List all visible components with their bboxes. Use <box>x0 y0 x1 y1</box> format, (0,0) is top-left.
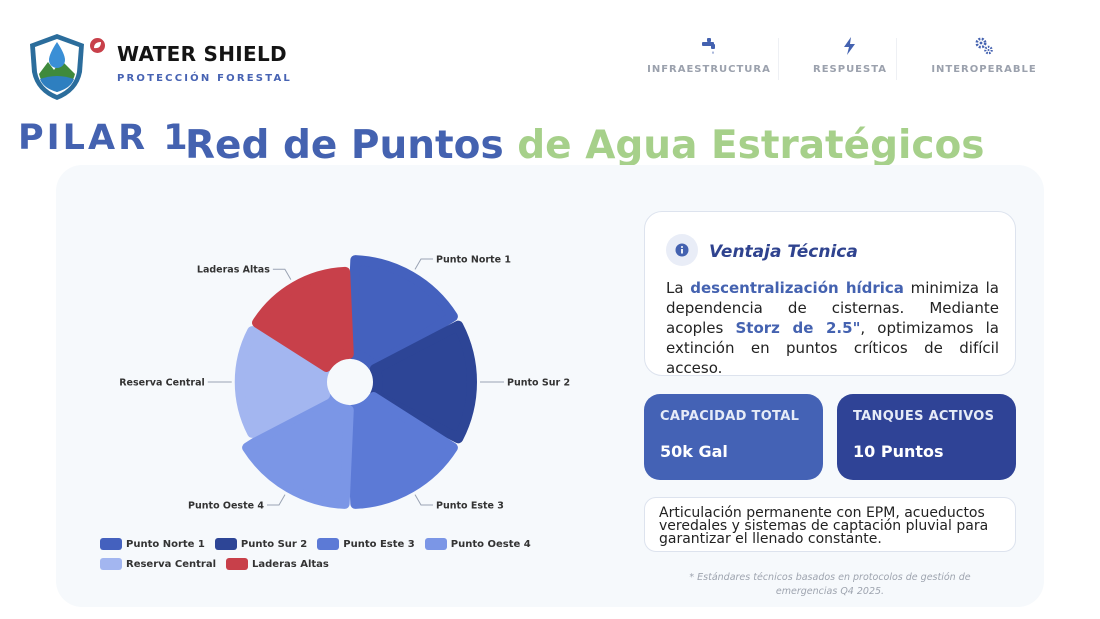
nav-item-infraestructura[interactable]: INFRAESTRUCTURA <box>645 36 773 75</box>
chart-segment[interactable] <box>242 392 354 509</box>
chart-label: Punto Oeste 4 <box>188 500 264 511</box>
footnote: * Estándares técnicos basados en protoco… <box>689 572 971 597</box>
title-part-2: de Agua Estratégicos <box>517 123 985 168</box>
title-part-1: Red de Puntos <box>185 123 504 168</box>
nav-divider <box>778 38 779 80</box>
stat-capacidad-total: CAPACIDAD TOTAL 50k Gal <box>644 394 823 480</box>
chart-label: Punto Sur 2 <box>507 378 570 389</box>
label-leader-line <box>414 494 433 506</box>
shield-water-drop-icon <box>30 34 84 100</box>
nav-divider <box>896 38 897 80</box>
legend-label: Reserva Central <box>126 558 217 570</box>
brand-subtitle: PROTECCIÓN FORESTAL <box>117 73 292 84</box>
nav-item-respuesta[interactable]: RESPUESTA <box>800 36 900 75</box>
legend-swatch <box>226 558 249 570</box>
legend-label: Laderas Altas <box>252 558 329 570</box>
text-highlight: Storz de 2.5" <box>735 319 861 337</box>
chart-label: Punto Este 3 <box>436 500 504 511</box>
chart-label: Reserva Central <box>119 378 205 389</box>
water-points-chart: Punto Norte 1 Punto Sur 2 Punto Este 3 Punt… <box>119 255 570 512</box>
text-segment: minimiza la dependencia de cisternas. Me… <box>666 279 999 337</box>
nav-label: INTEROPERABLE <box>931 64 1037 75</box>
stat-label: CAPACIDAD TOTAL <box>660 409 800 424</box>
label-leader-line <box>414 258 433 270</box>
stat-label: TANQUES ACTIVOS <box>853 409 995 424</box>
legend-swatch <box>317 538 340 550</box>
chart-segment[interactable] <box>369 320 477 444</box>
info-icon <box>666 234 698 266</box>
ventaja-text: La descentralización hídrica minimiza la… <box>666 278 999 378</box>
nav-label: RESPUESTA <box>813 64 887 75</box>
stat-value: 10 Puntos <box>853 442 944 461</box>
brand-title: WATER SHIELD <box>117 42 287 66</box>
chart-segment[interactable] <box>234 326 331 438</box>
legend-item[interactable]: Punto Sur 2 <box>214 538 308 550</box>
chart-legend: Punto Norte 1 Punto Sur 2 Punto Este 3 Punt… <box>100 538 620 578</box>
label-leader-line <box>267 494 286 506</box>
legend-swatch <box>214 538 237 550</box>
text-segment: , optimizamos la extinción en puntos crí… <box>666 319 999 377</box>
legend-swatch <box>100 538 122 550</box>
chart-label: Laderas Altas <box>197 265 270 276</box>
legend-item[interactable]: Laderas Altas <box>226 558 329 570</box>
legend-label: Punto Sur 2 <box>240 538 308 550</box>
legend-item[interactable]: Reserva Central <box>100 558 216 570</box>
stat-tanques-activos: TANQUES ACTIVOS 10 Puntos <box>837 394 1016 480</box>
gears-icon <box>975 37 993 55</box>
legend-swatch <box>100 558 122 570</box>
ventaja-card: Ventaja Técnica La descentralización híd… <box>644 211 1016 378</box>
articulacion-card: Articulación permanente con EPM, acueduc… <box>644 497 1016 552</box>
bolt-icon <box>844 37 855 55</box>
page-title: Red de Puntos de Agua Estratégicos <box>185 123 985 168</box>
label-leader-line <box>272 268 292 280</box>
leaf-icon <box>90 38 105 53</box>
chart-segment[interactable] <box>252 266 354 372</box>
legend-swatch <box>424 538 447 550</box>
nav-item-interoperable[interactable]: INTEROPERABLE <box>922 36 1046 75</box>
chart-segment[interactable] <box>346 255 458 372</box>
legend-label: Punto Este 3 <box>343 538 415 550</box>
legend-item[interactable]: Punto Oeste 4 <box>424 538 531 550</box>
chart-label: Punto Norte 1 <box>436 255 511 266</box>
text-segment: La <box>666 279 691 297</box>
legend-label: Punto Oeste 4 <box>450 538 531 550</box>
text-highlight: descentralización hídrica <box>690 279 904 297</box>
ventaja-title: Ventaja Técnica <box>709 242 858 262</box>
faucet-icon <box>702 38 715 54</box>
legend-label: Punto Norte 1 <box>126 538 205 550</box>
stat-value: 50k Gal <box>660 442 728 461</box>
legend-item[interactable]: Punto Este 3 <box>317 538 415 550</box>
pilar-label: PILAR 1 <box>18 118 191 158</box>
nav-label: INFRAESTRUCTURA <box>647 64 771 75</box>
legend-item[interactable]: Punto Norte 1 <box>100 538 205 550</box>
chart-segment[interactable] <box>346 392 458 509</box>
